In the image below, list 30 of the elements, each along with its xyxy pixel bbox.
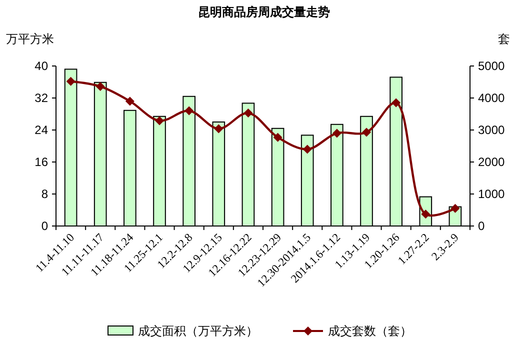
point [184, 106, 194, 116]
point [450, 204, 460, 213]
legend-label: 成交套数（套） [328, 324, 412, 338]
point [332, 128, 342, 138]
point [392, 98, 401, 108]
point [155, 116, 164, 126]
point [362, 128, 371, 137]
point [302, 144, 312, 154]
y-tick-label: 40 [34, 59, 48, 74]
point [214, 124, 224, 134]
y-tick-label: 0 [41, 219, 48, 234]
y-tick-label: 16 [34, 155, 48, 170]
y-tick-label: 32 [34, 91, 48, 106]
y2-tick-label: 0 [478, 219, 485, 234]
legend-label: 成交面积（万平方米） [138, 324, 258, 338]
y2-tick-label: 1000 [478, 187, 506, 202]
point [66, 76, 76, 86]
y2-tick-label: 2000 [478, 155, 506, 170]
point [273, 132, 282, 142]
chart-title: 昆明商品房周成交量走势 [198, 5, 330, 19]
y-tick-label: 8 [41, 187, 48, 202]
y2-tick-label: 4000 [478, 91, 506, 106]
point [244, 108, 253, 118]
point [96, 82, 105, 91]
y2-tick-label: 3000 [478, 123, 506, 138]
y-axis-title: 万平方米 [6, 32, 54, 46]
y2-axis-title: 套 [498, 32, 510, 46]
y2-tick-label: 5000 [478, 59, 506, 74]
point [125, 96, 134, 106]
y-tick-label: 24 [34, 123, 48, 138]
